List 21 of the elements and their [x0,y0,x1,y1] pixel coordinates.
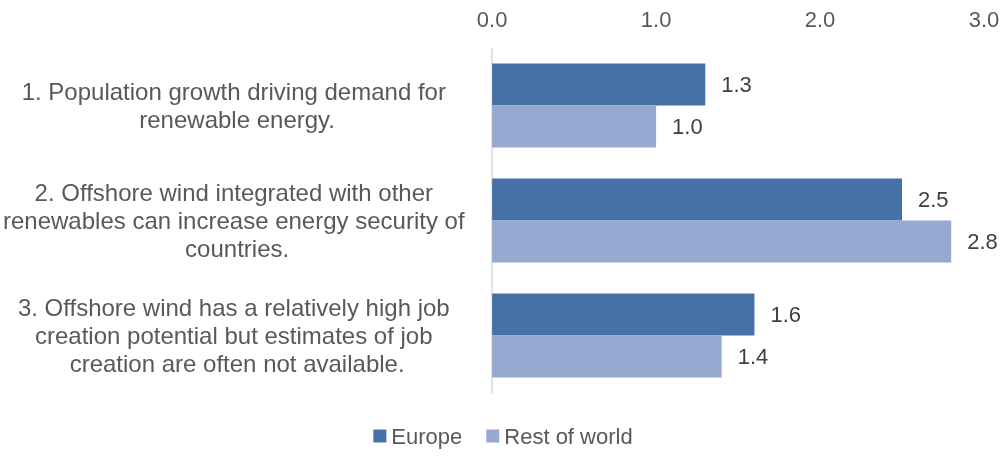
bar [492,335,722,378]
y-tick-label: 1. Population growth driving demand for renewable energy. [21,78,453,133]
legend-label: Rest of world [504,423,633,449]
legend-label: Europe [391,423,463,449]
data-label: 1.4 [737,343,769,369]
data-label: 1.3 [721,72,752,98]
bar [492,293,755,336]
bar [492,220,952,263]
x-tick-label: 3.0 [968,6,1000,32]
data-label: 1.6 [770,302,802,328]
y-tick-label: 2. Offshore wind integrated with other renewables can increase energy security of countries. [3,179,472,262]
data-label: 2.5 [918,187,949,213]
x-tick-label: 0.0 [476,6,508,32]
x-tick-label: 1.0 [640,6,672,32]
bar [492,63,706,106]
x-tick-label: 2.0 [804,6,836,32]
bar [492,105,657,148]
y-tick-label: 3. Offshore wind has a relatively high job creation potential but estimates of job creation are often not available. [17,294,457,377]
bar [492,178,903,221]
data-label: 1.0 [672,113,703,139]
data-label: 2.8 [967,228,998,254]
